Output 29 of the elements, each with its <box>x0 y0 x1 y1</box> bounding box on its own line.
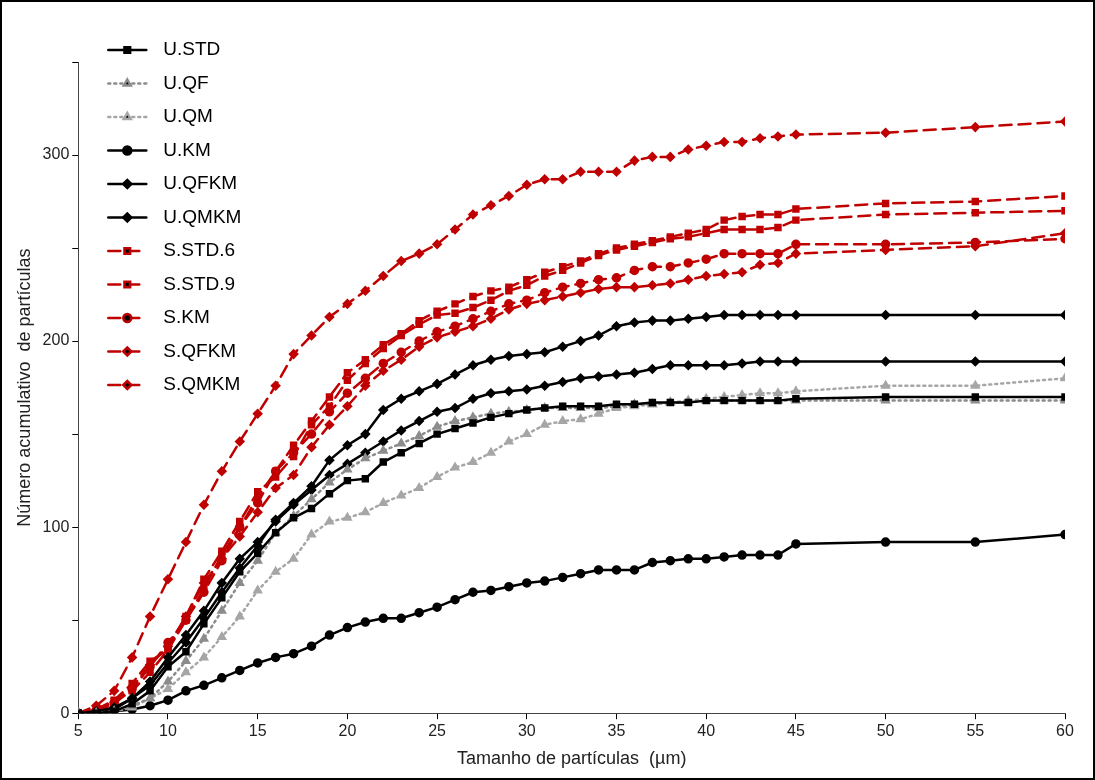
x-tick-label: 55 <box>966 722 985 740</box>
legend-label: S.STD.9 <box>163 272 236 294</box>
legend-label: S.KM <box>163 306 210 328</box>
legend-label: U.QMKM <box>163 205 242 227</box>
x-axis-title: Tamanho de partículas (µm) <box>456 748 687 769</box>
x-tick-label: 20 <box>338 722 357 740</box>
x-tick-label: 5 <box>73 722 83 740</box>
legend-label: S.QFKM <box>163 339 237 361</box>
legend-label: S.STD.6 <box>163 239 236 261</box>
x-tick-label: 60 <box>1056 722 1074 740</box>
x-tick-label: 15 <box>248 722 267 740</box>
y-tick-label: 300 <box>42 145 70 163</box>
x-tick-label: 30 <box>517 722 536 740</box>
legend-label: S.QMKM <box>163 373 241 395</box>
legend-label: U.STD <box>163 38 221 60</box>
y-tick-label: 200 <box>42 331 70 349</box>
y-tick-label: 100 <box>42 517 70 535</box>
x-tick-label: 35 <box>607 722 626 740</box>
legend-label: U.QM <box>163 105 213 127</box>
legend-label: U.QF <box>163 71 209 93</box>
y-tick-label: 0 <box>60 703 70 721</box>
legend-label: U.KM <box>163 138 211 160</box>
legend-label: U.QFKM <box>163 172 238 194</box>
x-tick-label: 50 <box>876 722 895 740</box>
x-tick-label: 10 <box>159 722 177 740</box>
x-tick-label: 45 <box>787 722 805 740</box>
x-tick-label: 25 <box>428 722 447 740</box>
x-tick-label: 40 <box>697 722 716 740</box>
y-axis-title: Número acumulativo de partículas <box>13 248 34 527</box>
